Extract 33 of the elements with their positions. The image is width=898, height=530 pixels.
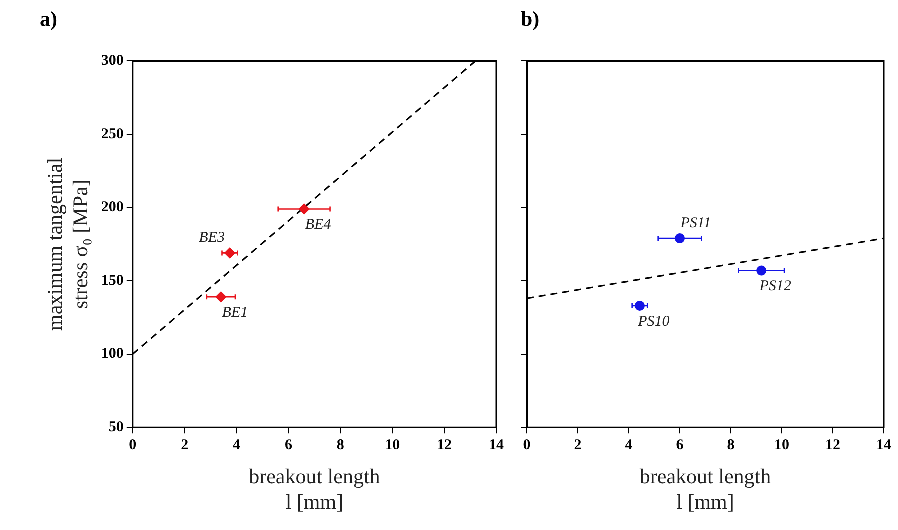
annotation: BE3 [199, 230, 225, 246]
y-tick-label: 150 [101, 272, 124, 289]
y-tick-label: 200 [101, 200, 124, 216]
y-tick-label: 250 [101, 126, 124, 142]
y-tick-label: 50 [108, 419, 124, 436]
chart-title: b) [521, 7, 540, 32]
y-axis-title: maximum tangential stress σ₀ [MPa] [43, 158, 92, 332]
chart-title: a) [40, 7, 58, 32]
annotation: PS11 [680, 215, 712, 232]
x-tick-label: 4 [233, 437, 242, 454]
x-tick-label: 2 [181, 437, 189, 454]
x-tick-label: 12 [826, 437, 840, 454]
annotation: BE4 [305, 217, 332, 234]
x-tick-label: 8 [336, 437, 344, 454]
annotation: PS10 [637, 314, 670, 330]
x-tick-label: 10 [385, 437, 400, 454]
x-tick-label: 0 [523, 437, 531, 454]
x-tick-label: 12 [437, 437, 452, 454]
annotation: PS12 [758, 278, 792, 295]
x-tick-label: 14 [876, 437, 892, 454]
x-tick-label: 6 [284, 437, 293, 454]
x-tick-label: 2 [574, 437, 582, 454]
y-tick-label: 300 [101, 53, 124, 70]
x-tick-label: 14 [489, 437, 504, 454]
annotation: BE1 [222, 305, 248, 322]
x-axis-title: breakout length l [mm] [249, 464, 381, 514]
x-tick-label: 0 [129, 437, 137, 454]
x-tick-label: 4 [625, 437, 634, 454]
x-tick-label: 6 [676, 437, 684, 454]
y-tick-label: 100 [101, 346, 124, 362]
x-tick-label: 8 [727, 437, 735, 454]
x-axis-title: breakout length l [mm] [640, 464, 772, 514]
x-tick-label: 10 [774, 437, 790, 454]
